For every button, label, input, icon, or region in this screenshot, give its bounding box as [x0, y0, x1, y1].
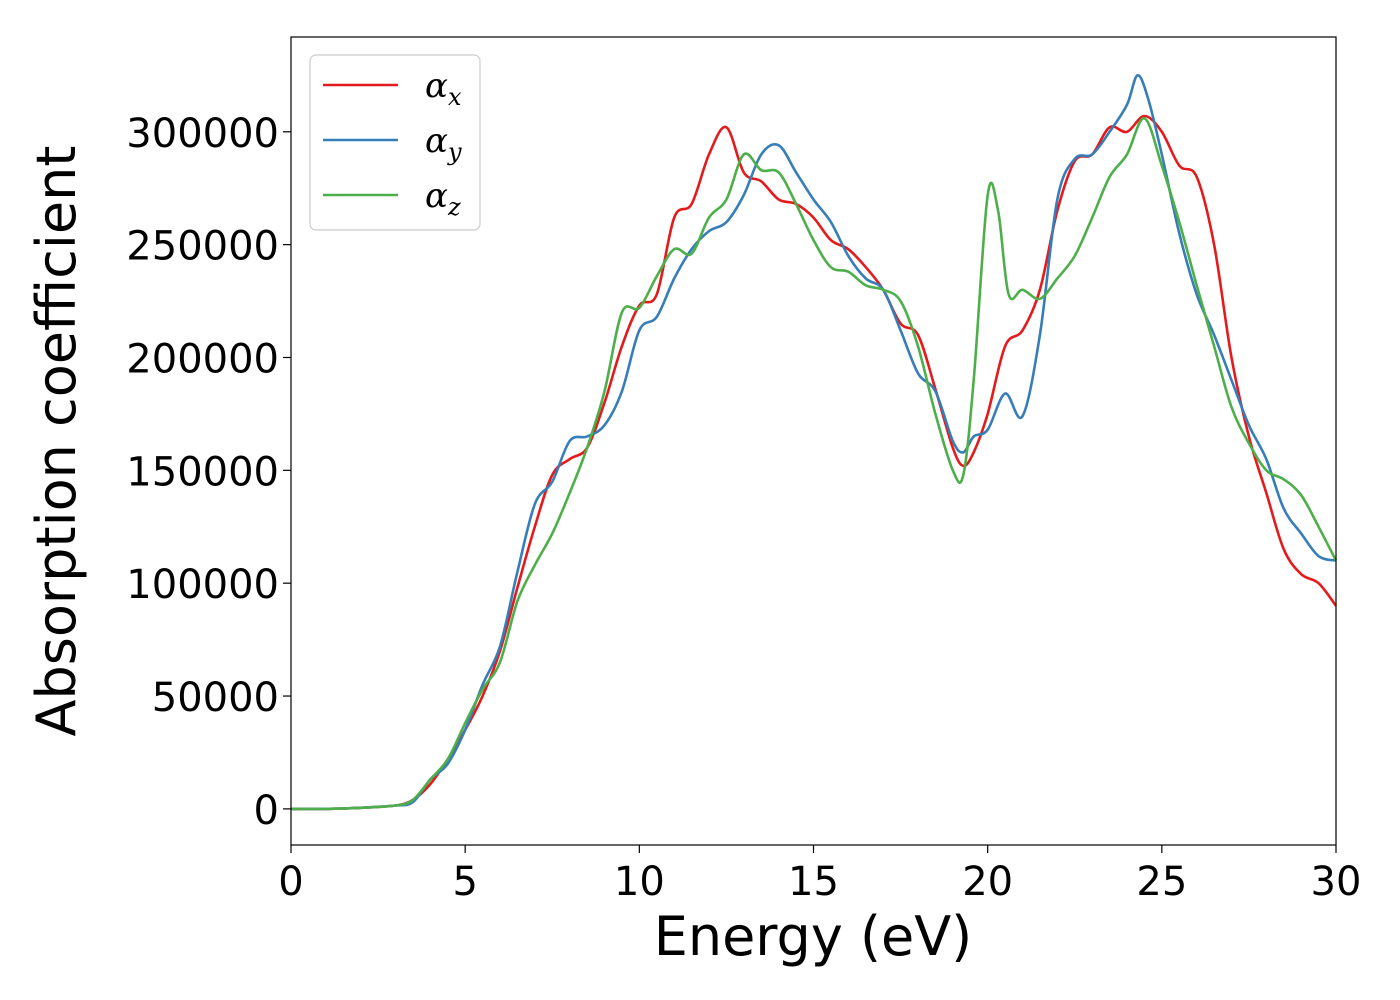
x-tick-label: 20: [962, 859, 1013, 905]
legend-symbol: α: [425, 66, 448, 106]
y-tick-label: 150000: [126, 449, 279, 495]
x-tick-label: 25: [1136, 859, 1187, 905]
legend-symbol: α: [425, 176, 448, 216]
x-tick-label: 5: [452, 859, 477, 905]
series-line-alpha-z: [290, 117, 1338, 811]
legend-subscript: x: [448, 83, 462, 111]
plot-lines: [290, 74, 1338, 811]
x-tick-label: 10: [614, 859, 665, 905]
legend-subscript: z: [447, 193, 461, 221]
y-tick-label: 100000: [126, 562, 279, 608]
y-tick-label: 200000: [126, 336, 279, 382]
series-line-alpha-x: [290, 114, 1338, 811]
legend-entry: αz: [425, 176, 461, 221]
y-tick-label: 300000: [126, 111, 279, 157]
x-tick-label: 15: [788, 859, 839, 905]
y-tick-label: 0: [254, 788, 279, 834]
legend-subscript: y: [447, 138, 462, 166]
series-line-alpha-y: [290, 74, 1337, 811]
y-axis: 0 50000 100000 150000 200000 250000 300000: [126, 111, 291, 834]
y-tick-label: 250000: [126, 224, 279, 270]
x-axis: 0 5 10 15 20 25 30: [278, 845, 1361, 905]
x-axis-label: Energy (eV): [654, 905, 973, 968]
legend-symbol: α: [425, 121, 448, 161]
y-axis-label: Absorption coefficient: [25, 146, 88, 737]
legend-entry: αx: [425, 66, 462, 111]
x-tick-label: 30: [1311, 859, 1362, 905]
legend-entry: αy: [425, 121, 462, 166]
y-tick-label: 50000: [152, 675, 279, 721]
x-tick-label: 0: [278, 859, 303, 905]
legend-box: [309, 54, 481, 231]
